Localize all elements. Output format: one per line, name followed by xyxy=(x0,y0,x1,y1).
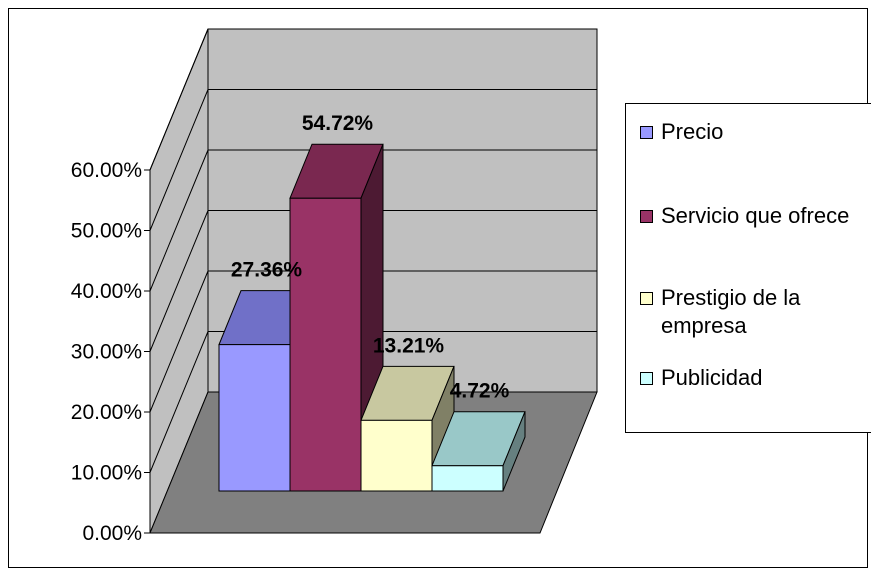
y-tick-label-6: 60.00% xyxy=(71,159,142,182)
gridline-side-6 xyxy=(149,28,209,171)
data-label-3: 4.72% xyxy=(450,380,510,403)
legend-swatch-prestigio xyxy=(640,292,653,305)
bar-2 xyxy=(360,419,433,492)
legend-label-servicio: Servicio que ofrece xyxy=(661,203,850,228)
y-tick-label-0: 0.00% xyxy=(82,522,142,545)
gridline-side-2 xyxy=(149,270,209,413)
legend-label-prestigio: Prestigio de la empresa xyxy=(661,285,801,338)
gridline-side-1 xyxy=(149,331,209,473)
legend-swatch-precio xyxy=(640,126,653,139)
bar-1 xyxy=(289,197,362,492)
legend-swatch-publicidad xyxy=(640,372,653,385)
y-tick-label-3: 30.00% xyxy=(71,341,142,364)
gridline-side-5 xyxy=(149,89,209,231)
y-tick-label-1: 10.00% xyxy=(71,462,142,485)
y-tick-label-4: 40.00% xyxy=(71,280,142,303)
data-label-1: 54.72% xyxy=(302,112,374,135)
y-tick-label-2: 20.00% xyxy=(71,401,142,424)
legend: Precio Servicio que ofrece Prestigio de … xyxy=(625,103,871,433)
bar-0 xyxy=(218,344,291,492)
data-label-0: 27.36% xyxy=(231,259,303,282)
y-tick-label-5: 50.00% xyxy=(71,220,142,243)
gridline-side-4 xyxy=(149,149,209,292)
legend-swatch-servicio xyxy=(640,210,653,223)
gridline-side-3 xyxy=(149,210,209,352)
bar-3 xyxy=(431,465,504,492)
legend-label-precio: Precio xyxy=(661,119,724,144)
data-label-2: 13.21% xyxy=(373,334,445,357)
legend-label-publicidad: Publicidad xyxy=(661,365,763,390)
